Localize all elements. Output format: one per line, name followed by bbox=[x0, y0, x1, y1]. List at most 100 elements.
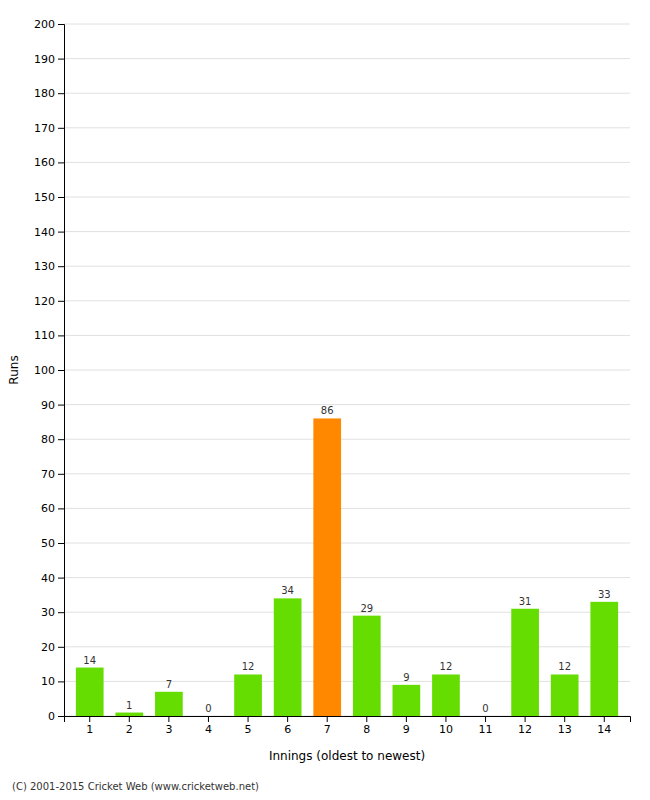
y-tick-mark bbox=[58, 266, 64, 267]
y-tick-mark bbox=[58, 578, 64, 579]
y-tick-label: 180 bbox=[34, 87, 55, 100]
grid-line bbox=[64, 162, 630, 163]
x-tick: 11 bbox=[479, 716, 493, 736]
y-tick: 170 bbox=[34, 122, 64, 135]
y-tick: 190 bbox=[34, 53, 64, 66]
y-tick-mark bbox=[58, 197, 64, 198]
bar bbox=[76, 668, 104, 716]
y-tick-label: 140 bbox=[34, 226, 55, 239]
grid-line bbox=[64, 300, 630, 301]
data-label: 33 bbox=[598, 589, 611, 600]
bars bbox=[76, 418, 618, 716]
x-tick-label: 9 bbox=[403, 723, 410, 736]
y-tick-label: 160 bbox=[34, 156, 55, 169]
grid-line bbox=[64, 543, 630, 544]
grid-line bbox=[64, 93, 630, 94]
y-tick-mark bbox=[58, 543, 64, 544]
data-label: 12 bbox=[558, 661, 571, 672]
x-tick: 2 bbox=[126, 716, 133, 736]
bar bbox=[393, 685, 421, 716]
bar bbox=[195, 716, 223, 717]
data-label: 1 bbox=[126, 700, 132, 711]
y-tick-mark bbox=[58, 405, 64, 406]
x-tick: 5 bbox=[245, 716, 252, 736]
grid-line bbox=[64, 646, 630, 647]
y-tick-label: 0 bbox=[48, 710, 55, 723]
x-tick-label: 8 bbox=[363, 723, 370, 736]
grid-line bbox=[64, 24, 630, 25]
y-tick-label: 170 bbox=[34, 122, 55, 135]
grid-line bbox=[64, 681, 630, 682]
grid-line bbox=[64, 508, 630, 509]
y-tick: 70 bbox=[41, 468, 64, 481]
y-tick-mark bbox=[58, 612, 64, 613]
data-labels: 14170123486299120311233 bbox=[83, 405, 610, 714]
y-tick-mark bbox=[58, 162, 64, 163]
x-tick-label: 4 bbox=[205, 723, 212, 736]
y-tick-label: 10 bbox=[41, 675, 55, 688]
x-tick-mark bbox=[406, 716, 407, 722]
y-tick-label: 70 bbox=[41, 468, 55, 481]
y-tick: 0 bbox=[48, 710, 64, 723]
y-tick: 120 bbox=[34, 295, 64, 308]
bar bbox=[313, 418, 341, 716]
x-tick: 13 bbox=[558, 716, 572, 736]
bar bbox=[234, 674, 262, 716]
y-tick: 40 bbox=[41, 572, 64, 585]
data-label: 0 bbox=[205, 703, 211, 714]
x-tick-mark bbox=[485, 716, 486, 722]
data-label: 34 bbox=[281, 585, 294, 596]
y-tick-label: 90 bbox=[41, 399, 55, 412]
y-tick-mark bbox=[58, 508, 64, 509]
grid-line bbox=[64, 231, 630, 232]
grid-line bbox=[64, 577, 630, 578]
grid-line bbox=[64, 266, 630, 267]
y-tick-mark bbox=[58, 59, 64, 60]
x-tick-mark bbox=[168, 716, 169, 722]
x-tick-label: 5 bbox=[245, 723, 252, 736]
x-tick-mark bbox=[89, 716, 90, 722]
data-label: 0 bbox=[482, 703, 488, 714]
bar bbox=[551, 674, 579, 716]
x-tick-mark bbox=[287, 716, 288, 722]
y-tick-mark bbox=[58, 439, 64, 440]
data-label: 86 bbox=[321, 405, 334, 416]
x-tick: 6 bbox=[284, 716, 291, 736]
x-axis: 1234567891011121314 bbox=[65, 716, 631, 736]
x-tick: 10 bbox=[439, 716, 453, 736]
bar bbox=[353, 616, 381, 716]
x-tick-label: 13 bbox=[558, 723, 572, 736]
y-tick-label: 200 bbox=[34, 18, 55, 31]
grid-line bbox=[64, 473, 630, 474]
x-tick-label: 10 bbox=[439, 723, 453, 736]
y-tick-label: 20 bbox=[41, 641, 55, 654]
x-tick-label: 7 bbox=[324, 723, 331, 736]
grid bbox=[64, 24, 630, 716]
y-tick-label: 100 bbox=[34, 364, 55, 377]
grid-line bbox=[64, 370, 630, 371]
y-tick-label: 150 bbox=[34, 191, 55, 204]
x-tick: 7 bbox=[324, 716, 331, 736]
grid-line bbox=[64, 127, 630, 128]
x-tick-label: 2 bbox=[126, 723, 133, 736]
y-tick-label: 60 bbox=[41, 502, 55, 515]
grid-line bbox=[64, 439, 630, 440]
y-tick-label: 190 bbox=[34, 53, 55, 66]
y-tick-mark bbox=[58, 716, 64, 717]
grid-line bbox=[64, 612, 630, 613]
x-tick: 1 bbox=[86, 716, 93, 736]
bar bbox=[590, 602, 618, 716]
y-tick-mark bbox=[58, 301, 64, 302]
bar bbox=[511, 609, 539, 716]
y-axis: 0102030405060708090100110120130140150160… bbox=[34, 18, 65, 723]
grid-line bbox=[64, 404, 630, 405]
y-tick-mark bbox=[58, 232, 64, 233]
grid-line bbox=[64, 335, 630, 336]
y-tick: 110 bbox=[34, 329, 64, 342]
x-axis-line bbox=[65, 717, 631, 723]
y-tick: 60 bbox=[41, 502, 64, 515]
y-tick-mark bbox=[58, 24, 64, 25]
y-tick: 140 bbox=[34, 226, 64, 239]
x-tick-label: 14 bbox=[597, 723, 611, 736]
plot: 1417012348629912031123312345678910111213… bbox=[34, 18, 631, 736]
